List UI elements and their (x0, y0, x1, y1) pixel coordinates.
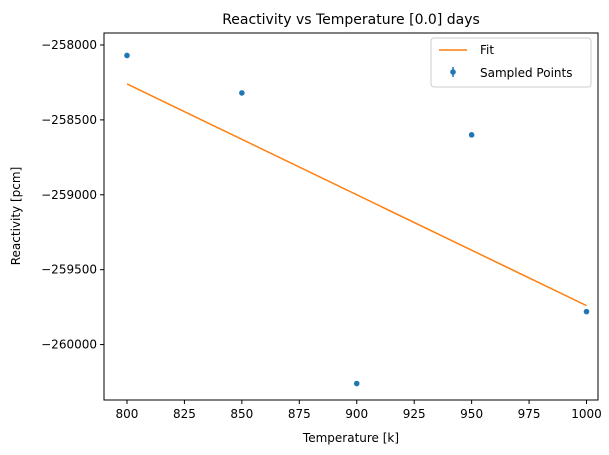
legend-box (430, 37, 592, 88)
y-axis-title: Reactivity [pcm] (9, 167, 23, 266)
data-point (239, 90, 245, 96)
y-tick-label: −258000 (41, 38, 97, 52)
data-point (468, 132, 475, 138)
x-tick-label: 825 (173, 407, 196, 421)
data-point (583, 308, 590, 315)
y-axis: −258000 −258500 −259000 −259500 −260000 (41, 38, 104, 352)
x-tick-label: 875 (288, 407, 311, 421)
sampled-points-series (124, 52, 590, 387)
legend: Fit Sampled Points (430, 37, 592, 88)
x-tick-label: 850 (230, 407, 253, 421)
x-tick-label: 975 (518, 407, 541, 421)
legend-sampled-label: Sampled Points (480, 66, 572, 80)
fit-series (126, 83, 587, 307)
legend-fit-label: Fit (480, 43, 494, 57)
data-point (124, 52, 130, 59)
y-tick-label: −259500 (41, 263, 97, 277)
y-tick-label: −260000 (41, 338, 97, 352)
data-point (353, 380, 360, 387)
chart-title: Reactivity vs Temperature [0.0] days (222, 12, 480, 28)
x-tick-label: 925 (403, 407, 426, 421)
fit-line (126, 83, 587, 307)
x-tick-label: 1000 (571, 407, 602, 421)
plot-area (103, 32, 599, 401)
x-tick-label: 950 (460, 407, 483, 421)
y-tick-label: −258500 (41, 113, 97, 127)
x-axis: 800 825 850 875 900 925 950 975 1000 (116, 400, 602, 421)
legend-sampled-marker (450, 69, 456, 75)
x-axis-title: Temperature [k] (302, 431, 399, 445)
y-tick-label: −259000 (41, 188, 97, 202)
x-tick-label: 900 (345, 407, 368, 421)
x-tick-label: 800 (116, 407, 139, 421)
